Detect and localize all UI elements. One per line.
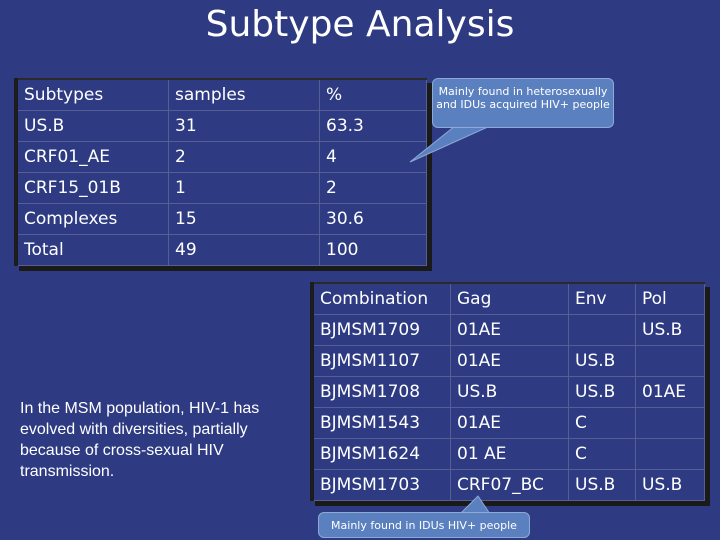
table-cell (635, 407, 705, 439)
slide-title: Subtype Analysis (205, 4, 515, 45)
table-header-row: Combination Gag Env Pol (312, 283, 705, 315)
table-cell: CRF01_AE (16, 141, 169, 173)
column-header: Env (568, 283, 636, 315)
column-header: Pol (635, 283, 705, 315)
table-cell: US.B (568, 376, 636, 408)
table-cell: 1 (168, 172, 320, 204)
subtype-table: Subtypes samples % US.B 31 63.3 CRF01_AE… (14, 78, 427, 266)
table-cell: 31 (168, 110, 320, 142)
table-row: US.B 31 63.3 (16, 110, 427, 142)
combination-table: Combination Gag Env Pol BJMSM1709 01AE U… (310, 282, 705, 501)
column-header: % (319, 79, 427, 111)
table-row: Total 49 100 (16, 234, 427, 266)
table-cell: US.B (635, 469, 705, 501)
table-cell: BJMSM1709 (312, 314, 451, 346)
table-cell: US.B (450, 376, 569, 408)
table-header-row: Subtypes samples % (16, 79, 427, 111)
table-cell: BJMSM1624 (312, 438, 451, 470)
column-header: Subtypes (16, 79, 169, 111)
table-cell: 15 (168, 203, 320, 235)
table-cell: 01AE (635, 376, 705, 408)
table-cell: 01AE (450, 407, 569, 439)
callout-heterosexual-idu: Mainly found in heterosexually and IDUs … (432, 78, 614, 128)
table-cell: US.B (568, 345, 636, 377)
table-cell: US.B (16, 110, 169, 142)
table-row: BJMSM1624 01 AE C (312, 438, 705, 470)
table-cell: US.B (568, 469, 636, 501)
table-cell: 01 AE (450, 438, 569, 470)
table-cell: BJMSM1107 (312, 345, 451, 377)
table-cell: 63.3 (319, 110, 427, 142)
table-cell: 49 (168, 234, 320, 266)
table-cell (635, 345, 705, 377)
table-cell (635, 438, 705, 470)
table-cell (568, 314, 636, 346)
table-cell: US.B (635, 314, 705, 346)
table-cell: 01AE (450, 345, 569, 377)
column-header: Gag (450, 283, 569, 315)
table-cell: CRF07_BC (450, 469, 569, 501)
table-row: BJMSM1107 01AE US.B (312, 345, 705, 377)
table-row: BJMSM1543 01AE C (312, 407, 705, 439)
table-cell: Total (16, 234, 169, 266)
table-row: CRF15_01B 1 2 (16, 172, 427, 204)
table-cell: Complexes (16, 203, 169, 235)
table-cell: 30.6 (319, 203, 427, 235)
table-cell: 01AE (450, 314, 569, 346)
table-cell: 100 (319, 234, 427, 266)
table-cell: CRF15_01B (16, 172, 169, 204)
table-row: CRF01_AE 2 4 (16, 141, 427, 173)
table-cell: 2 (319, 172, 427, 204)
table-cell: 4 (319, 141, 427, 173)
callout-idu: Mainly found in IDUs HIV+ people (318, 512, 530, 538)
table-cell: C (568, 438, 636, 470)
column-header: samples (168, 79, 320, 111)
msm-note: In the MSM population, HIV-1 has evolved… (20, 400, 260, 480)
table-cell: BJMSM1703 (312, 469, 451, 501)
table-cell: BJMSM1543 (312, 407, 451, 439)
table-row: BJMSM1708 US.B US.B 01AE (312, 376, 705, 408)
table-cell: 2 (168, 141, 320, 173)
table-row: BJMSM1703 CRF07_BC US.B US.B (312, 469, 705, 501)
table-cell: BJMSM1708 (312, 376, 451, 408)
table-cell: C (568, 407, 636, 439)
table-row: BJMSM1709 01AE US.B (312, 314, 705, 346)
table-row: Complexes 15 30.6 (16, 203, 427, 235)
column-header: Combination (312, 283, 451, 315)
